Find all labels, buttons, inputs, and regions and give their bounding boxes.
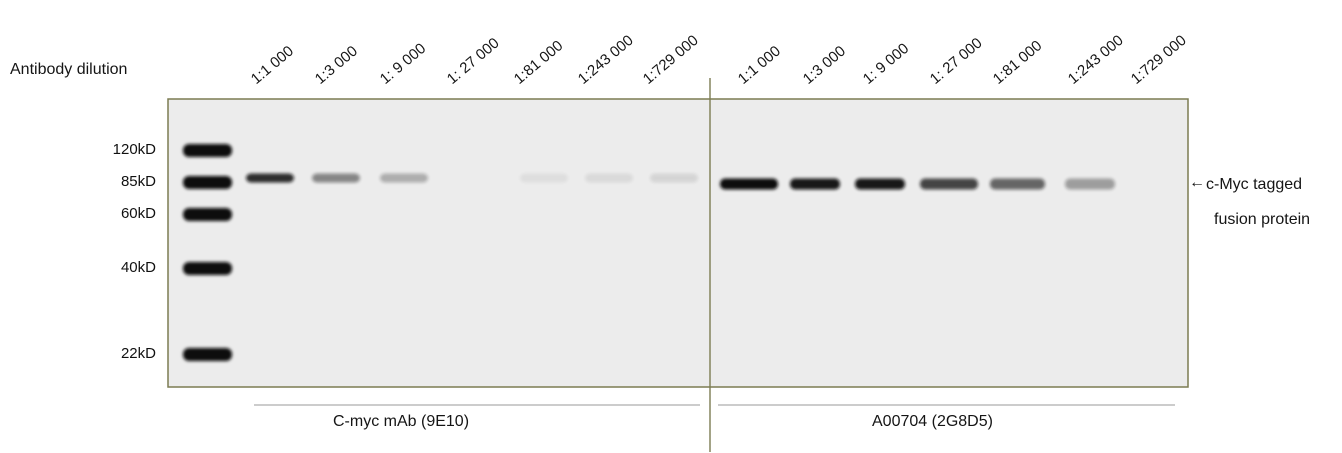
band-2g8d5 <box>855 178 905 190</box>
group-label-9e10: C-myc mAb (9E10) <box>333 413 470 430</box>
marker-label: 40kD <box>120 259 156 276</box>
annotation-line2: fusion protein <box>1214 211 1311 228</box>
ladder-band <box>183 208 232 221</box>
band-2g8d5 <box>790 178 840 190</box>
marker-label: 22kD <box>120 345 156 362</box>
ladder-band <box>183 348 232 361</box>
marker-label: 60kD <box>120 205 156 222</box>
blot-membrane <box>167 98 1189 388</box>
annotation-arrow: ← <box>1189 174 1205 191</box>
antibody-dilution-label: Antibody dilution <box>10 61 128 78</box>
band-2g8d5 <box>920 178 978 190</box>
band-9e10 <box>380 173 428 183</box>
band-9e10 <box>650 173 698 183</box>
band-9e10 <box>246 173 294 183</box>
ladder-band <box>183 176 232 189</box>
band-9e10 <box>520 173 568 183</box>
band-2g8d5 <box>720 178 778 190</box>
ladder-band <box>183 262 232 275</box>
band-9e10 <box>312 173 360 183</box>
marker-label: 85kD <box>120 173 156 190</box>
annotation-line1: c-Myc tagged <box>1206 176 1303 193</box>
band-2g8d5 <box>990 178 1045 190</box>
band-9e10 <box>585 173 633 183</box>
band-2g8d5 <box>1065 178 1115 190</box>
group-label-2g8d5: A00704 (2G8D5) <box>872 413 993 430</box>
marker-label: 120kD <box>112 141 156 158</box>
ladder-band <box>183 144 232 157</box>
